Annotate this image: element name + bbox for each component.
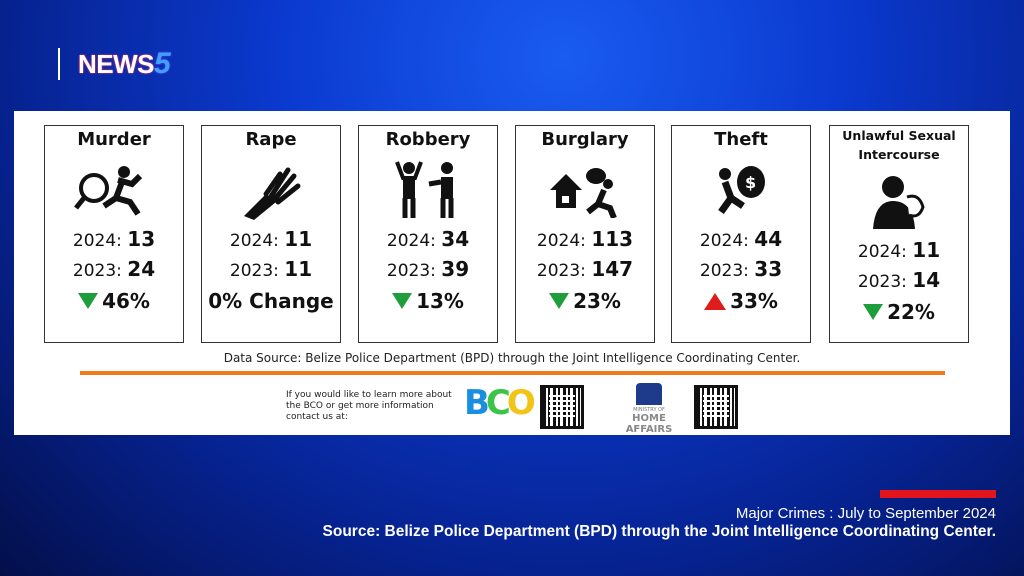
value-2023: 147 [591, 257, 634, 281]
year-label: 2023: [229, 261, 279, 281]
robbery-icon [359, 159, 497, 221]
value-2023: 39 [441, 257, 470, 281]
percent-change: 23% [516, 289, 654, 313]
year-2024-row: 2024: 11 [830, 238, 968, 262]
orange-divider [80, 371, 945, 375]
value-2024: 13 [127, 227, 156, 251]
up-arrow-icon [704, 292, 727, 310]
ministry-qr-code[interactable] [694, 385, 738, 429]
down-arrow-icon [549, 293, 570, 309]
year-label: 2024: [229, 231, 279, 251]
change-value: 33% [730, 289, 778, 313]
year-2023-row: 2023: 147 [516, 257, 654, 281]
year-label: 2023: [699, 261, 749, 281]
caption-accent-bar [880, 490, 996, 498]
year-label: 2023: [386, 261, 436, 281]
value-2024: 11 [912, 238, 941, 262]
year-2023-row: 2023: 14 [830, 268, 968, 292]
down-arrow-icon [863, 304, 884, 320]
crime-card-rape: Rape 2024: 11 2023: 11 0% Change [201, 125, 341, 343]
caption-source: Source: Belize Police Department (BPD) t… [322, 523, 996, 540]
down-arrow-icon [392, 293, 413, 309]
percent-change: 22% [830, 300, 968, 324]
card-title: Theft [714, 129, 768, 150]
bco-qr-code[interactable] [540, 385, 584, 429]
crime-stats-panel: Murder 2024: 13 2023: 24 46% Rape 2024: 1… [14, 111, 1010, 435]
change-value: 13% [416, 289, 464, 313]
value-2023: 33 [754, 257, 783, 281]
card-title: Burglary [541, 129, 629, 150]
year-label: 2024: [72, 231, 122, 251]
change-value: 23% [573, 289, 621, 313]
year-label: 2024: [699, 231, 749, 251]
burglary-icon [516, 159, 654, 221]
building-icon [636, 383, 662, 405]
ministry-small-text: MINISTRY OF [633, 407, 665, 413]
year-2023-row: 2023: 11 [202, 257, 340, 281]
news5-logo: NEWS 5 [58, 47, 171, 80]
contact-info: If you would like to learn more about th… [286, 390, 452, 422]
logo-text: NEWS [78, 48, 155, 79]
value-2023: 11 [284, 257, 313, 281]
crime-card-murder: Murder 2024: 13 2023: 24 46% [44, 125, 184, 343]
value-2023: 24 [127, 257, 156, 281]
ministry-logo: MINISTRY OF HOME AFFAIRS [609, 383, 689, 435]
year-2023-row: 2023: 24 [45, 257, 183, 281]
year-2024-row: 2024: 44 [672, 227, 810, 251]
theft-icon: $ [672, 159, 810, 221]
year-label: 2024: [536, 231, 586, 251]
card-title: Murder [77, 129, 151, 150]
card-title: Unlawful Sexual Intercourse [842, 128, 956, 162]
year-label: 2024: [857, 242, 907, 262]
percent-change: 33% [672, 289, 810, 313]
crime-card-robbery: Robbery 2024: 34 2023: 39 13% [358, 125, 498, 343]
value-2024: 44 [754, 227, 783, 251]
year-label: 2024: [386, 231, 436, 251]
percent-change: 13% [359, 289, 497, 313]
change-value: 0% Change [208, 289, 334, 313]
ministry-name: HOME AFFAIRS [625, 413, 673, 435]
value-2023: 14 [912, 268, 941, 292]
crime-card-unlawful-sexual-intercourse: Unlawful Sexual Intercourse 2024: 11 202… [829, 125, 969, 343]
year-2024-row: 2024: 34 [359, 227, 497, 251]
change-value: 46% [102, 289, 150, 313]
crime-card-theft: Theft $ 2024: 44 2023: 33 33% [671, 125, 811, 343]
year-2024-row: 2024: 113 [516, 227, 654, 251]
card-title: Robbery [385, 129, 471, 150]
bco-logo: BCO [464, 383, 536, 423]
percent-change: 0% Change [202, 289, 340, 313]
down-arrow-icon [78, 293, 99, 309]
value-2024: 11 [284, 227, 313, 251]
logo-divider [58, 48, 60, 80]
value-2024: 113 [591, 227, 634, 251]
year-label: 2023: [72, 261, 122, 281]
year-2024-row: 2024: 13 [45, 227, 183, 251]
crime-card-burglary: Burglary 2024: 113 2023: 147 23% [515, 125, 655, 343]
year-label: 2023: [857, 272, 907, 292]
year-2023-row: 2023: 39 [359, 257, 497, 281]
unlawful-sexual-intercourse-icon [830, 170, 968, 232]
data-source: Data Source: Belize Police Department (B… [223, 351, 801, 365]
year-2024-row: 2024: 11 [202, 227, 340, 251]
value-2024: 34 [441, 227, 470, 251]
year-label: 2023: [536, 261, 586, 281]
logo-number: 5 [154, 47, 171, 80]
murder-icon [45, 159, 183, 221]
year-2023-row: 2023: 33 [672, 257, 810, 281]
percent-change: 46% [45, 289, 183, 313]
card-title: Rape [245, 129, 297, 150]
change-value: 22% [887, 300, 935, 324]
caption-title: Major Crimes : July to September 2024 [735, 505, 996, 522]
svg-text:$: $ [745, 173, 756, 192]
rape-icon [202, 159, 340, 221]
